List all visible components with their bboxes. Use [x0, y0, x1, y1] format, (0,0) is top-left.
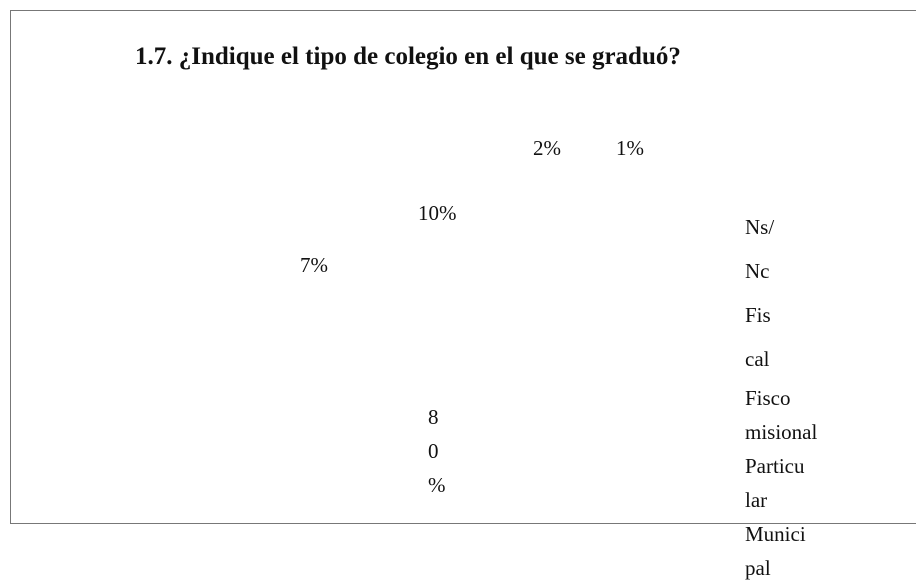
legend: Ns/Nc Fis cal Fisco misional Particu lar Munici… — [745, 205, 817, 585]
legend-text: Munici — [745, 522, 806, 546]
data-label-line: % — [428, 473, 446, 497]
data-label: 10% — [418, 201, 457, 225]
data-label: 2% — [533, 136, 561, 160]
legend-text: Fisco — [745, 386, 791, 410]
data-label: 7% — [300, 253, 328, 277]
legend-entry: Particu lar — [745, 449, 817, 517]
legend-text: Ns/ — [745, 215, 775, 239]
data-label: 1% — [616, 136, 644, 160]
legend-text: lar — [745, 488, 768, 512]
data-label-line: 8 — [428, 405, 439, 429]
chart-frame — [10, 10, 916, 524]
legend-text: Nc — [745, 259, 770, 283]
data-label: 8 0% — [428, 400, 446, 502]
legend-entry: Munici pal — [745, 517, 817, 585]
legend-text: Fis — [745, 303, 771, 327]
legend-text: pal — [745, 556, 771, 580]
legend-text: misional — [745, 420, 818, 444]
chart-title: 1.7. ¿Indique el tipo de colegio en el q… — [135, 43, 681, 70]
legend-entry: Fis cal — [745, 293, 817, 381]
legend-entry: Fisco misional — [745, 381, 817, 449]
data-label-line: 0 — [428, 439, 439, 463]
legend-text: cal — [745, 347, 770, 371]
legend-entry: Ns/Nc — [745, 205, 817, 293]
legend-text: Particu — [745, 454, 805, 478]
